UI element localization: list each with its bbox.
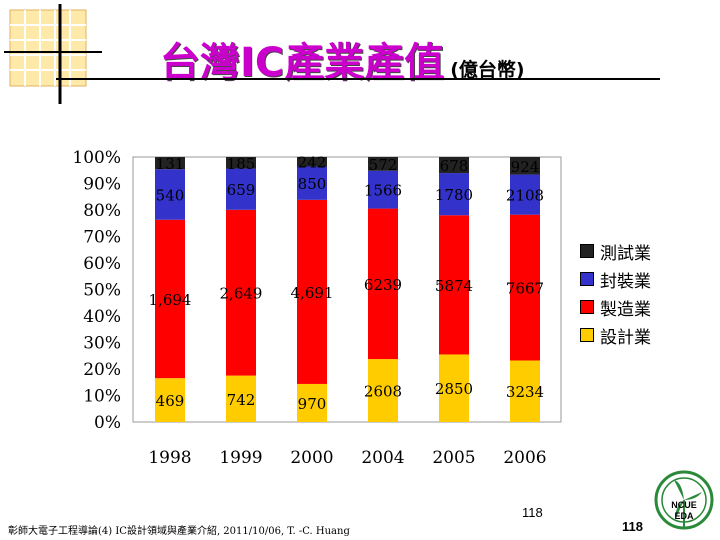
- legend-label: 測試業: [600, 243, 651, 264]
- data-label: 850: [298, 175, 327, 193]
- x-tick-label: 2005: [432, 448, 475, 468]
- data-label: 678: [440, 157, 469, 175]
- bar-segment: [510, 214, 540, 361]
- legend-swatch-design: [580, 328, 594, 342]
- legend-item: 封裝業: [580, 265, 651, 293]
- grid-logo-icon: [4, 4, 102, 104]
- legend-swatch-test: [580, 244, 594, 258]
- data-label: 5874: [435, 277, 473, 295]
- bar-segment: [368, 157, 398, 171]
- logo-text-ncue: NCUE: [671, 500, 697, 510]
- legend-label: 設計業: [600, 327, 651, 348]
- x-tick-label: 2006: [503, 448, 546, 468]
- chart-legend: 測試業 封裝業 製造業 設計業: [580, 237, 651, 349]
- y-tick-label: 90%: [83, 175, 121, 195]
- data-label: 1780: [435, 186, 473, 204]
- bar-segment: [368, 359, 398, 422]
- data-label: 2108: [506, 187, 544, 205]
- y-tick-label: 10%: [83, 387, 121, 407]
- legend-item: 設計業: [580, 321, 651, 349]
- x-tick-label: 2000: [290, 448, 333, 468]
- y-tick-label: 30%: [83, 334, 121, 354]
- bar-segment: [439, 157, 469, 174]
- title-unit: (億台幣): [450, 59, 525, 81]
- data-label: 131: [156, 155, 185, 173]
- y-tick-label: 40%: [83, 307, 121, 327]
- data-label: 3234: [506, 383, 544, 401]
- data-label: 1,694: [149, 291, 192, 309]
- bar-segment: [297, 166, 327, 200]
- bar-segment: [226, 157, 256, 169]
- bar-segment: [368, 170, 398, 209]
- bar-segment: [155, 169, 185, 220]
- legend-item: 製造業: [580, 293, 651, 321]
- bar-segment: [297, 383, 327, 422]
- x-tick-label: 1999: [219, 448, 262, 468]
- data-label: 185: [227, 155, 256, 173]
- data-label: 2608: [364, 383, 402, 401]
- x-tick-label: 2004: [361, 448, 404, 468]
- bar-segment: [155, 219, 185, 379]
- title-underline: [56, 78, 660, 80]
- y-tick-label: 20%: [83, 360, 121, 380]
- data-label: 6239: [364, 276, 402, 294]
- y-tick-label: 50%: [83, 281, 121, 301]
- data-label: 572: [369, 156, 398, 174]
- footer-citation: 彰師大電子工程導論(4) IC設計領域與產業介紹, 2011/10/06, T.…: [8, 526, 350, 537]
- bar-segment: [510, 157, 540, 175]
- data-label: 970: [298, 395, 327, 413]
- y-tick-label: 100%: [72, 148, 121, 168]
- legend-label: 製造業: [600, 299, 651, 320]
- data-label: 242: [298, 154, 327, 172]
- legend-item: 測試業: [580, 237, 651, 265]
- bar-segment: [439, 215, 469, 355]
- bar-segment: [439, 354, 469, 422]
- legend-swatch-packaging: [580, 272, 594, 286]
- bar-segment: [297, 157, 327, 167]
- y-tick-label: 80%: [83, 201, 121, 221]
- legend-swatch-manufacturing: [580, 300, 594, 314]
- data-label: 540: [156, 186, 185, 204]
- bar-segment: [510, 360, 540, 422]
- bar-segment: [226, 375, 256, 422]
- y-tick-label: 60%: [83, 254, 121, 274]
- data-label: 659: [227, 181, 256, 199]
- bar-segment: [226, 209, 256, 376]
- y-tick-label: 70%: [83, 228, 121, 248]
- bar-segment: [439, 173, 469, 216]
- logo-text-eda: EDA: [674, 511, 694, 521]
- bar-segment: [155, 378, 185, 422]
- data-label: 742: [227, 391, 256, 409]
- data-label: 2,649: [220, 285, 263, 303]
- bar-segment: [155, 157, 185, 170]
- data-label: 4,691: [291, 284, 334, 302]
- ncue-eda-logo-icon: NCUE EDA: [654, 470, 714, 530]
- bar-segment: [510, 174, 540, 215]
- page-number: 118: [522, 505, 543, 520]
- plot-frame: [132, 156, 562, 423]
- bar-segment: [368, 208, 398, 360]
- data-label: 7667: [506, 280, 544, 298]
- legend-label: 封裝業: [600, 271, 651, 292]
- bar-segment: [297, 199, 327, 384]
- y-tick-label: 0%: [94, 413, 121, 433]
- data-label: 924: [511, 158, 540, 176]
- data-label: 1566: [364, 182, 402, 200]
- page-number-secondary: 118: [622, 519, 643, 534]
- data-label: 469: [156, 392, 185, 410]
- bar-segment: [226, 168, 256, 210]
- x-tick-label: 1998: [148, 448, 191, 468]
- data-label: 2850: [435, 380, 473, 398]
